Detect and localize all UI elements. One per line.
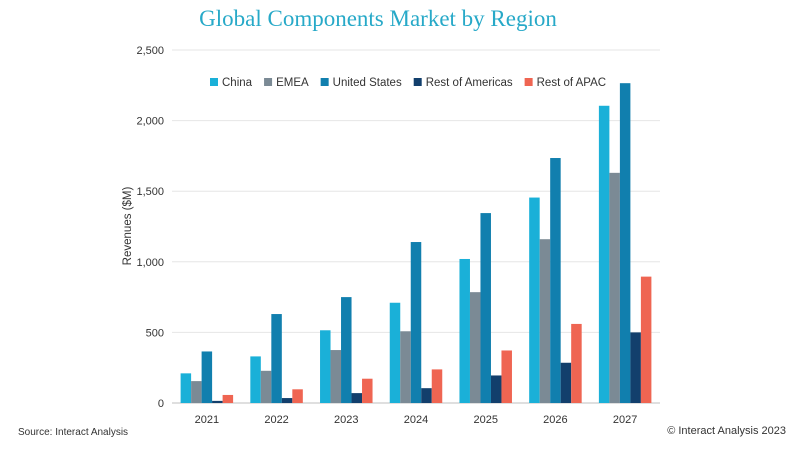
bar-rest-of-americas-2024 bbox=[421, 388, 432, 403]
bar-united-states-2024 bbox=[410, 242, 422, 403]
y-tick-label: 0 bbox=[158, 398, 164, 410]
legend-swatch bbox=[524, 78, 533, 86]
legend-label: Rest of Americas bbox=[426, 77, 513, 89]
y-tick-label: 1,500 bbox=[136, 186, 164, 198]
bar-emea-2026 bbox=[539, 239, 551, 403]
bar-rest-of-apac-2021 bbox=[222, 394, 234, 403]
bar-rest-of-americas-2025 bbox=[490, 375, 502, 403]
bar-united-states-2023 bbox=[341, 297, 352, 403]
bar-emea-2023 bbox=[330, 350, 342, 403]
y-tick-label: 500 bbox=[146, 327, 164, 339]
x-tick-label: 2023 bbox=[334, 414, 358, 426]
bar-china-2027 bbox=[598, 105, 610, 404]
bar-united-states-2021 bbox=[201, 351, 213, 403]
bars bbox=[180, 83, 652, 404]
bar-china-2021 bbox=[180, 373, 192, 403]
x-tick-label: 2024 bbox=[404, 414, 428, 426]
bar-emea-2022 bbox=[260, 370, 272, 403]
copyright-note: © Interact Analysis 2023 bbox=[667, 425, 786, 437]
legend-label: Rest of APAC bbox=[537, 77, 606, 89]
y-tick-label: 1,000 bbox=[136, 257, 164, 269]
legend: China EMEA United States Rest of Americas Re… bbox=[210, 77, 606, 89]
x-tick-label: 2026 bbox=[543, 414, 567, 426]
bar-emea-2025 bbox=[469, 292, 481, 403]
bar-rest-of-apac-2024 bbox=[431, 369, 443, 403]
bar-rest-of-americas-2023 bbox=[351, 393, 363, 403]
legend-label: United States bbox=[333, 77, 402, 89]
bar-emea-2021 bbox=[191, 381, 202, 403]
bar-rest-of-americas-2022 bbox=[281, 398, 293, 403]
bar-china-2026 bbox=[529, 197, 540, 403]
bar-emea-2027 bbox=[609, 172, 620, 403]
bar-united-states-2022 bbox=[271, 314, 282, 403]
source-note: Source: Interact Analysis bbox=[18, 427, 129, 438]
y-axis-title: Revenues ($M) bbox=[122, 187, 134, 266]
bar-emea-2024 bbox=[400, 331, 411, 403]
x-tick-label: 2021 bbox=[195, 414, 219, 426]
legend-swatch bbox=[210, 78, 218, 86]
y-tick-label: 2,500 bbox=[136, 45, 164, 57]
bar-united-states-2027 bbox=[619, 83, 631, 403]
bar-china-2024 bbox=[389, 302, 401, 403]
legend-label: China bbox=[222, 77, 253, 89]
bar-china-2023 bbox=[320, 330, 331, 403]
bar-rest-of-apac-2022 bbox=[292, 389, 303, 403]
x-axis-ticks: 2021 2022 2023 2024 2025 2026 2027 bbox=[195, 414, 638, 426]
x-tick-label: 2022 bbox=[264, 414, 288, 426]
bar-china-2022 bbox=[250, 356, 261, 403]
bar-rest-of-apac-2023 bbox=[362, 378, 373, 403]
bar-rest-of-americas-2021 bbox=[212, 400, 223, 403]
bar-rest-of-apac-2025 bbox=[501, 350, 512, 403]
legend-swatch bbox=[413, 78, 422, 86]
bar-united-states-2025 bbox=[480, 213, 491, 403]
bar-rest-of-apac-2026 bbox=[571, 323, 582, 403]
bar-china-2025 bbox=[459, 258, 470, 403]
x-tick-label: 2027 bbox=[613, 414, 637, 426]
legend-swatch bbox=[264, 78, 273, 86]
bar-rest-of-americas-2027 bbox=[630, 332, 641, 403]
bar-united-states-2026 bbox=[550, 158, 561, 403]
y-axis-ticks: 0 500 1,000 1,500 2,000 2,500 bbox=[136, 45, 164, 410]
legend-label: EMEA bbox=[276, 77, 309, 89]
bar-rest-of-apac-2027 bbox=[640, 276, 652, 403]
legend-swatch bbox=[320, 78, 329, 86]
bar-rest-of-americas-2026 bbox=[560, 362, 572, 403]
x-tick-label: 2025 bbox=[473, 414, 497, 426]
chart-title: Global Components Market by Region bbox=[199, 6, 557, 31]
y-tick-label: 2,000 bbox=[136, 116, 164, 128]
